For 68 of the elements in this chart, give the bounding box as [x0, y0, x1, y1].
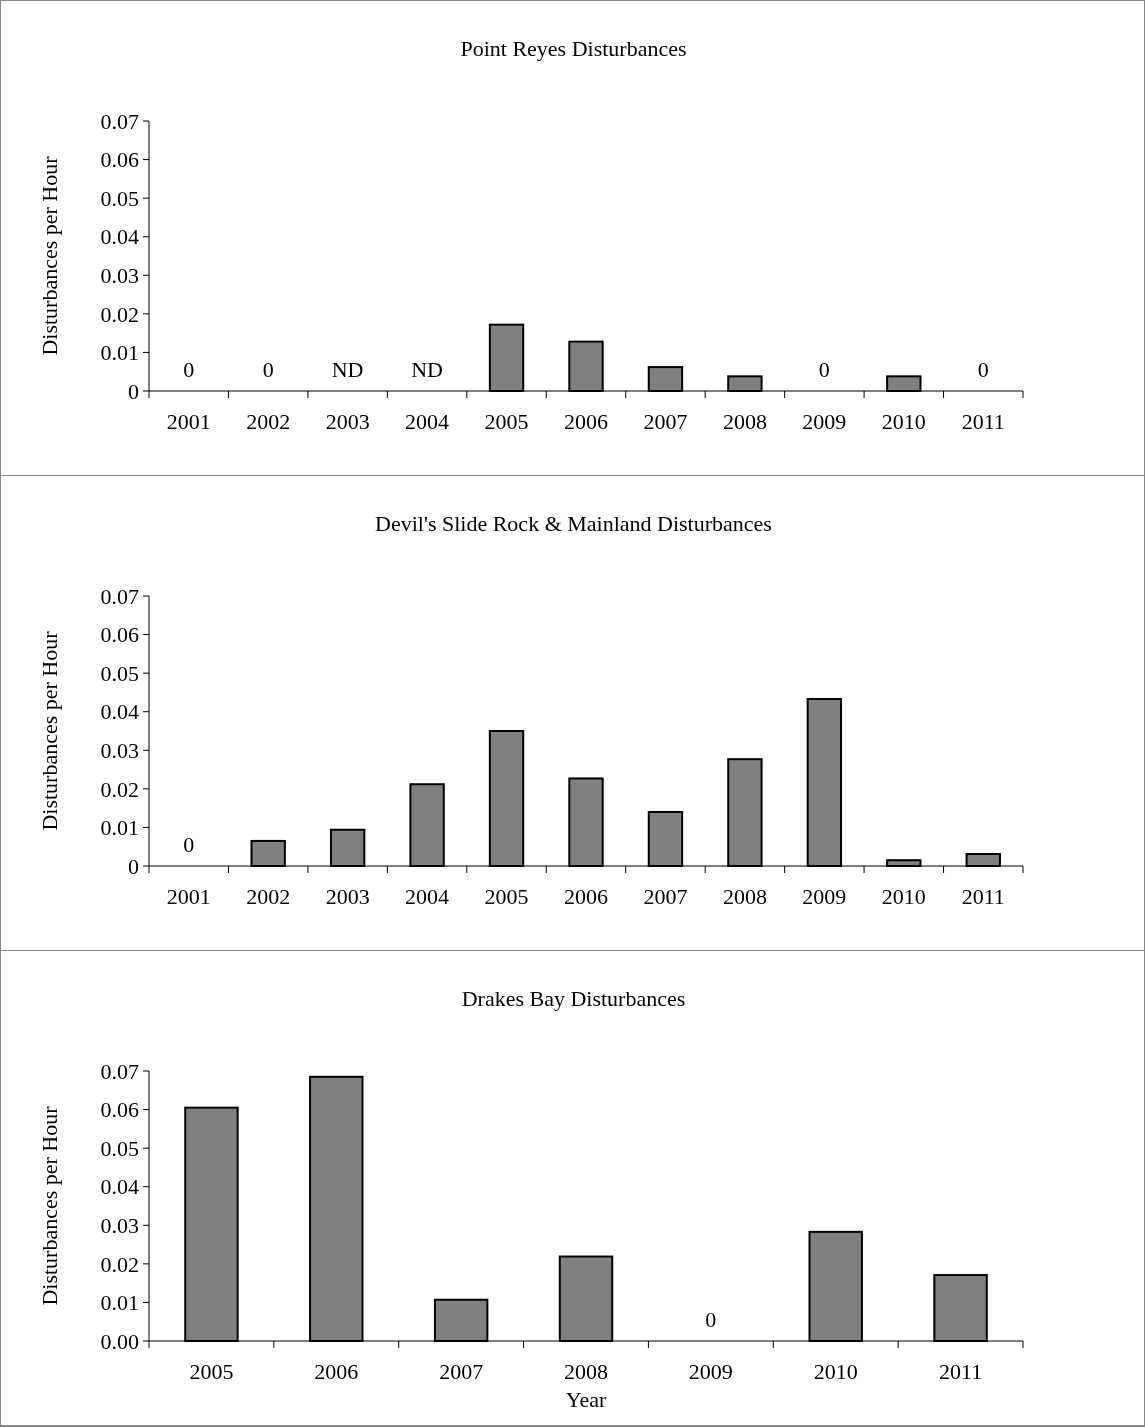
x-axis-title: Year — [565, 1387, 607, 1412]
chart-title: Devil's Slide Rock & Mainland Disturbances — [375, 511, 772, 536]
x-tick-label: 2001 — [166, 884, 211, 909]
x-tick-label: 2010 — [881, 409, 926, 434]
y-tick-label: 0.03 — [100, 737, 139, 763]
y-tick-label: 0.02 — [100, 1251, 139, 1277]
y-tick-label: 0.03 — [100, 1212, 139, 1238]
x-tick-label: 2009 — [802, 884, 847, 909]
y-tick-label: 0.06 — [100, 1097, 139, 1123]
x-tick-label: 2005 — [189, 1359, 234, 1384]
x-tick-label: 2004 — [405, 884, 450, 909]
y-tick-label: 0.00 — [100, 1328, 139, 1354]
y-tick-label: 0.07 — [100, 108, 139, 134]
data-label: 0 — [262, 357, 274, 382]
x-tick-label: 2003 — [325, 409, 370, 434]
y-tick-label: 0.06 — [100, 622, 139, 648]
y-tick-label: 0.05 — [100, 185, 139, 211]
chart-title: Point Reyes Disturbances — [460, 36, 687, 61]
data-label: 0 — [705, 1307, 717, 1332]
x-tick-label: 2008 — [722, 409, 767, 434]
data-label: 0 — [183, 832, 195, 857]
y-tick-label: 0.07 — [100, 583, 139, 609]
x-tick-label: 2002 — [246, 409, 291, 434]
y-tick-label: 0.05 — [100, 1135, 139, 1161]
x-tick-label: 2002 — [246, 884, 291, 909]
x-tick-label: 2004 — [405, 409, 450, 434]
y-tick-label: 0.02 — [100, 301, 139, 327]
x-tick-label: 2007 — [643, 409, 688, 434]
x-tick-label: 2007 — [439, 1359, 484, 1384]
y-tick-label: 0 — [128, 378, 139, 404]
y-tick-label: 0.04 — [100, 699, 139, 725]
x-tick-label: 2011 — [938, 1359, 983, 1384]
y-axis-title: Disturbances per Hour — [37, 1105, 62, 1306]
data-label: 0 — [818, 357, 830, 382]
y-axis-title: Disturbances per Hour — [37, 630, 62, 831]
x-tick-label: 2006 — [564, 409, 608, 434]
x-tick-label: 2006 — [314, 1359, 359, 1384]
y-tick-label: 0 — [128, 853, 139, 879]
y-tick-label: 0.07 — [100, 1058, 139, 1084]
text: ND — [411, 357, 443, 382]
x-tick-label: 2007 — [643, 884, 688, 909]
x-tick-label: 2009 — [688, 1359, 733, 1384]
y-tick-label: 0.01 — [100, 815, 139, 841]
x-tick-label: 2006 — [564, 884, 608, 909]
x-tick-label: 2005 — [484, 409, 529, 434]
y-tick-label: 0.04 — [100, 1174, 139, 1200]
chart-title: Drakes Bay Disturbances — [461, 986, 686, 1011]
data-label: 0 — [977, 357, 989, 382]
x-tick-label: 2011 — [961, 884, 1005, 909]
x-tick-label: 2010 — [813, 1359, 858, 1384]
x-tick-label: 2010 — [881, 884, 926, 909]
y-tick-label: 0.05 — [100, 660, 139, 686]
x-tick-label: 2009 — [802, 409, 847, 434]
data-label: 0 — [183, 357, 195, 382]
x-tick-label: 2008 — [564, 1359, 608, 1384]
x-tick-label: 2011 — [961, 409, 1005, 434]
y-axis-title: Disturbances per Hour — [37, 155, 62, 356]
text: ND — [331, 357, 364, 382]
y-tick-label: 0.01 — [100, 340, 139, 366]
y-tick-label: 0.01 — [100, 1290, 139, 1316]
x-tick-label: 2008 — [722, 884, 767, 909]
x-tick-label: 2005 — [484, 884, 529, 909]
y-tick-label: 0.02 — [100, 776, 139, 802]
y-tick-label: 0.03 — [100, 262, 139, 288]
y-tick-label: 0.06 — [100, 147, 139, 173]
x-tick-label: 2003 — [325, 884, 370, 909]
x-tick-label: 2001 — [166, 409, 211, 434]
y-tick-label: 0.04 — [100, 224, 139, 250]
